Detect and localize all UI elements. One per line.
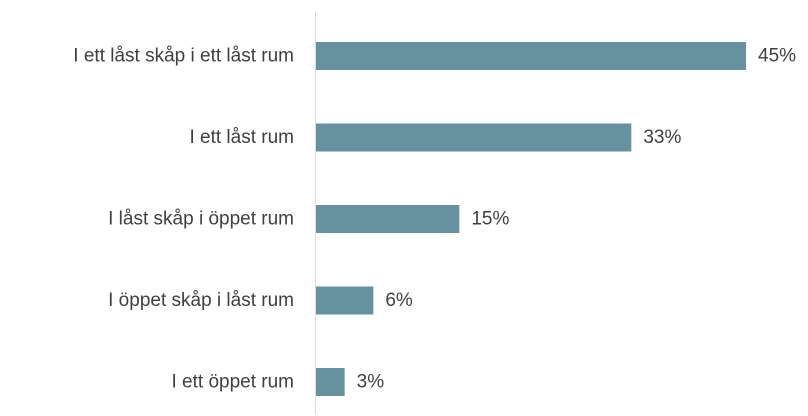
value-labels-group: 45% 33% 15% 6% 3% bbox=[357, 46, 796, 393]
value-label-0: 45% bbox=[758, 46, 796, 67]
bars-group bbox=[316, 42, 746, 396]
category-label-0: I ett låst skåp i ett låst rum bbox=[73, 46, 294, 67]
bar-0 bbox=[316, 42, 746, 70]
bar-2 bbox=[316, 205, 460, 233]
value-label-1: 33% bbox=[643, 127, 681, 148]
category-label-4: I ett öppet rum bbox=[171, 372, 294, 393]
category-label-1: I ett låst rum bbox=[189, 127, 294, 148]
bar-3 bbox=[316, 286, 374, 315]
value-label-3: 6% bbox=[385, 290, 413, 311]
value-label-4: 3% bbox=[357, 372, 385, 393]
bar-4 bbox=[316, 368, 345, 396]
category-label-2: I låst skåp i öppet rum bbox=[108, 209, 294, 230]
bar-1 bbox=[316, 123, 632, 152]
value-label-2: 15% bbox=[471, 209, 509, 230]
category-labels-group: I ett låst skåp i ett låst rum I ett låst… bbox=[73, 46, 294, 393]
category-label-3: I öppet skåp i låst rum bbox=[108, 290, 294, 311]
